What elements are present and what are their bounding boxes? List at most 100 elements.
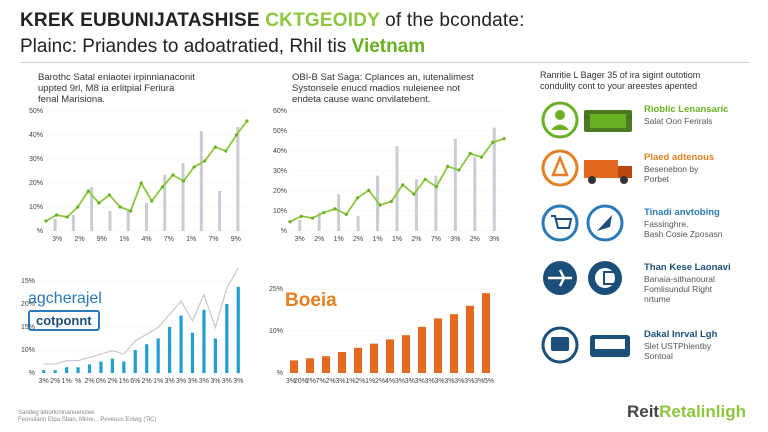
bar — [218, 191, 222, 231]
side-item-title: Than Kese Laonavi — [644, 262, 731, 273]
side-item-sub: Banaia-sithanoural Fomlisundul Right nrt… — [644, 274, 715, 304]
x-tick-label: 1% — [153, 378, 163, 385]
bar — [76, 367, 80, 373]
data-point — [65, 215, 69, 219]
x-tick-label: 3% — [176, 378, 186, 385]
side-item: Than Kese Laonavi Banaia-sithanoural Fom… — [540, 258, 760, 304]
bottom-left-label: agcherajel cotponnt — [28, 290, 102, 331]
x-tick-label: 4% — [141, 236, 151, 243]
chart-svg: 25%10%%3%20%2% 7% 2% 3% 1% 2% 1% 2% 4% 3% 3% 3% 3% 3%… — [269, 286, 494, 385]
x-tick-label: 9% — [231, 236, 241, 243]
bar — [53, 219, 57, 231]
title-part-a: KREK EUBUNIJATASHISE — [20, 10, 260, 31]
x-tick-label: 1% — [392, 236, 402, 243]
y-tick-label: 20% — [29, 180, 43, 187]
bar — [90, 187, 94, 231]
x-tick-label: 2% — [142, 378, 152, 385]
data-point — [224, 149, 228, 153]
x-tick-label: 7% — [164, 236, 174, 243]
bar — [202, 309, 206, 373]
bar — [53, 370, 57, 373]
bar — [122, 361, 126, 373]
page-subtitle: Plainc: Priandes to adoatratied, Rhil ti… — [20, 36, 425, 58]
x-tick-label: 1% — [334, 236, 344, 243]
bar — [482, 293, 490, 373]
x-tick-label: 1% — [119, 236, 129, 243]
data-point — [107, 193, 112, 197]
data-point — [44, 219, 48, 223]
bar — [395, 146, 399, 231]
x-tick-label: 1% — [119, 378, 129, 385]
side-panel: Ranritie L Bager 35 of ira sigint outoti… — [540, 70, 760, 364]
x-tick-label: 2% — [353, 236, 363, 243]
y-tick-label: 15% — [21, 324, 35, 331]
data-point — [160, 185, 164, 189]
y-tick-label: 25% — [269, 286, 283, 293]
data-point — [310, 216, 315, 220]
bar — [110, 358, 114, 373]
left-text-line: fenal Marisiona. — [38, 94, 106, 105]
y-tick-label: 10% — [29, 204, 43, 211]
data-point — [355, 196, 360, 200]
left-panel-text: Barothc Satal eniaotei irpinnianaconit u… — [38, 72, 268, 105]
bar — [156, 338, 160, 373]
truck-icon — [540, 148, 632, 188]
x-tick-label: 20% — [294, 378, 308, 385]
bar — [434, 318, 442, 373]
x-tick-label: 6% — [130, 378, 140, 385]
data-point — [423, 177, 427, 181]
side-item-sub-line: Banaia-sithanoural — [644, 274, 715, 284]
side-item-sub-line: nrtume — [644, 294, 671, 304]
side-item-title: Dakal Inrval Lgh — [644, 329, 718, 340]
y-tick-label: 30% — [29, 156, 43, 163]
x-tick-label: 2% — [107, 378, 117, 385]
side-item: Dakal Inrval Lgh Slet USTPhientby Sontoa… — [540, 325, 760, 369]
x-tick-label: 3% — [222, 378, 232, 385]
data-point — [479, 155, 484, 159]
footer-source: Sandeg leborloninanoanolee Feonulaon Eip… — [18, 410, 157, 424]
data-point — [491, 140, 495, 144]
bar — [338, 352, 346, 373]
bar — [356, 216, 360, 231]
bar — [163, 175, 167, 231]
x-tick-label: 7% — [431, 236, 441, 243]
chart-bottom-middle: 25% 10%% 3% 20% 2% 7% 2% 3% 1% 2% 1% 2% 4% 3% 3% 3% 3% 3%… — [268, 285, 500, 387]
x-tick-label: 3% — [434, 378, 444, 385]
data-point — [203, 159, 207, 163]
y-tick-label: 20% — [273, 188, 287, 195]
footer-line: Sandeg leborloninanoanolee — [18, 410, 95, 416]
bar — [370, 343, 378, 373]
x-tick-label: 1% — [345, 378, 355, 385]
bar — [434, 175, 438, 231]
x-tick-label: 3% — [295, 236, 305, 243]
y-tick-label: 10% — [273, 208, 287, 215]
middle-text-line: endeta cause wanc onvilatebent. — [292, 94, 431, 105]
data-point — [245, 119, 249, 123]
side-item-sub-line: Bash Cosie Zposasn — [644, 229, 723, 239]
trend-line — [43, 267, 239, 365]
series-line — [289, 137, 505, 223]
data-point — [213, 145, 217, 149]
side-item-title: Plaed adtenous — [644, 152, 715, 163]
bar — [126, 211, 130, 231]
bar — [145, 203, 148, 231]
side-item: Tinadi anvtobing Fassinghre. Bash Cosie … — [540, 203, 760, 247]
y-tick-label: 10% — [269, 328, 283, 335]
x-tick-label: 3% — [415, 378, 425, 385]
data-point — [86, 189, 90, 193]
side-item-sub-line: Sontoal — [644, 351, 673, 361]
x-tick-label: % — [75, 378, 81, 385]
bar — [236, 127, 240, 231]
x-tick-label: 3% — [464, 378, 474, 385]
data-point — [468, 151, 472, 156]
data-point — [76, 205, 80, 209]
bar — [133, 350, 137, 373]
chart-top-left: 50% 40% 30% 20% 10%% 3% 2% 9% 1% 4% 7% 1% 7% 9% — [29, 105, 255, 245]
y-tick-label: % — [29, 370, 35, 377]
bar — [322, 356, 330, 373]
x-tick-label: 3% — [335, 378, 345, 385]
x-tick-label: 3% — [286, 378, 296, 385]
bar — [386, 339, 394, 373]
bar — [179, 315, 183, 373]
x-tick-label: 2% — [74, 236, 84, 243]
